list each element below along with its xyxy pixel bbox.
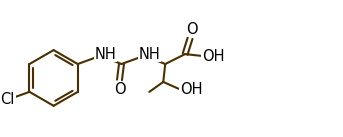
Text: OH: OH bbox=[202, 49, 224, 64]
Text: OH: OH bbox=[180, 82, 202, 97]
Text: O: O bbox=[114, 82, 125, 97]
Text: NH: NH bbox=[139, 47, 160, 62]
Text: NH: NH bbox=[95, 47, 116, 62]
Text: O: O bbox=[186, 22, 198, 37]
Text: Cl: Cl bbox=[0, 92, 15, 107]
